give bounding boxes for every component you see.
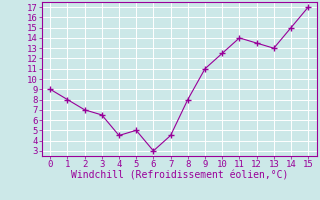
X-axis label: Windchill (Refroidissement éolien,°C): Windchill (Refroidissement éolien,°C) [70,171,288,181]
